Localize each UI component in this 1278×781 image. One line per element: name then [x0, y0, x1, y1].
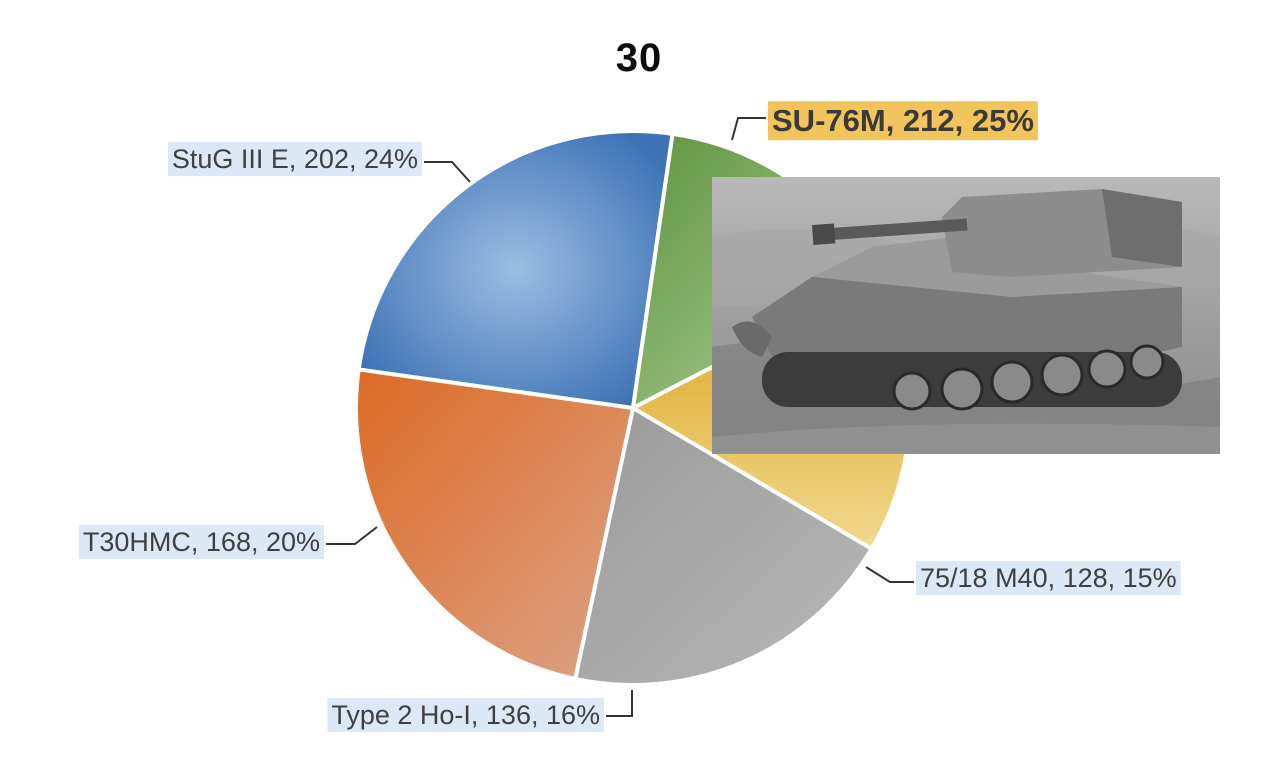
leader-line: [731, 117, 766, 141]
data-label: SU-76M, 212, 25%: [772, 103, 1034, 138]
data-label: T30HMC, 168, 20%: [83, 527, 320, 557]
data-label-background: [327, 698, 604, 733]
data-label: 75/18 M40, 128, 15%: [920, 563, 1177, 593]
data-label: Type 2 Ho-I, 136, 16%: [331, 700, 600, 730]
leader-line: [865, 566, 914, 583]
data-label-group: 75/18 M40, 128, 15%: [916, 561, 1181, 596]
data-label: StuG III E, 202, 24%: [172, 144, 418, 174]
data-label-group: StuG III E, 202, 24%: [167, 142, 422, 177]
pie-slice-t30hmc: [572, 404, 875, 687]
data-label-group: SU-76M, 212, 25%: [768, 101, 1038, 141]
leader-line: [424, 161, 471, 183]
leader-line: [606, 690, 633, 717]
tank-photo-drawing: [712, 177, 1220, 454]
pie-slice-stug-iii-e: [354, 367, 636, 682]
tank-photo: [712, 177, 1220, 454]
data-label-background: [768, 101, 1038, 141]
data-label-group: Type 2 Ho-I, 136, 16%: [327, 698, 604, 733]
data-label-background: [916, 561, 1181, 596]
leader-line: [326, 526, 378, 545]
data-label-background: [167, 142, 422, 177]
chart-title: 30: [615, 36, 663, 80]
data-label-background: [78, 525, 324, 560]
pie-slice-su-76m: [356, 129, 675, 411]
data-label-group: T30HMC, 168, 20%: [78, 525, 324, 560]
